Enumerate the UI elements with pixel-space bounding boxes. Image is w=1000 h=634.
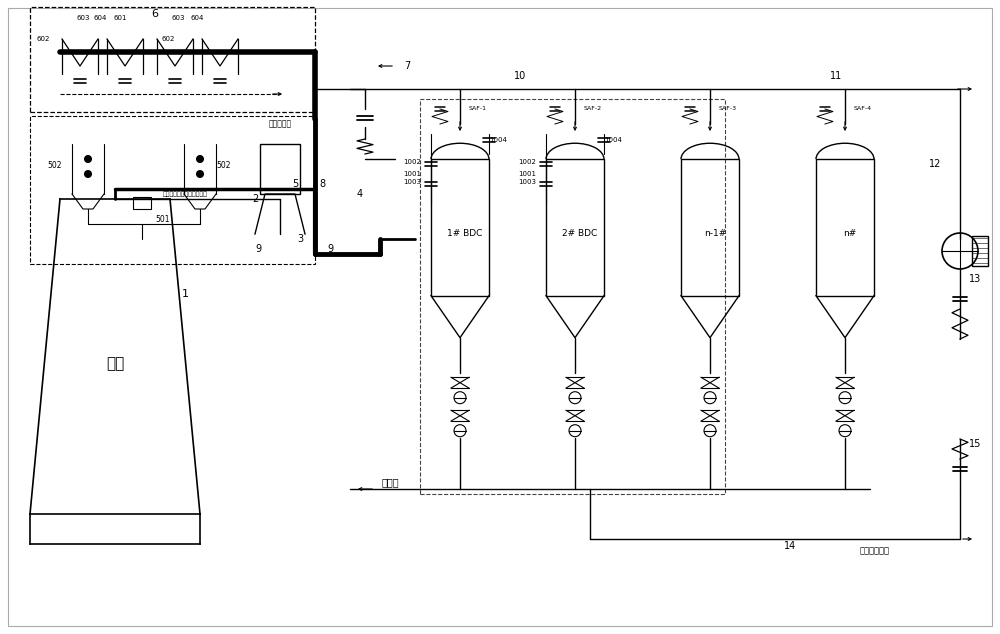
Text: 602: 602 [161, 36, 175, 42]
Text: 2: 2 [252, 194, 258, 204]
Text: 1001: 1001 [518, 171, 536, 177]
Text: 1004: 1004 [489, 137, 507, 143]
Text: 低压煤气管网: 低压煤气管网 [860, 547, 890, 555]
Text: 12: 12 [929, 159, 941, 169]
Text: 502: 502 [48, 162, 62, 171]
Text: 1002: 1002 [518, 159, 536, 165]
Bar [546, 159, 604, 295]
Circle shape [196, 155, 204, 162]
Bar [260, 144, 300, 194]
Text: 1001: 1001 [403, 171, 421, 177]
Text: 重力除尘器: 重力除尘器 [268, 119, 292, 129]
Text: 1003: 1003 [518, 179, 536, 185]
Text: 爐頂料罐煤氣回收管网系统: 爐頂料罐煤氣回收管网系统 [162, 191, 208, 197]
Text: 1003: 1003 [403, 179, 421, 185]
Text: 602: 602 [36, 36, 50, 42]
Bar [431, 159, 489, 295]
Text: 2# BDC: 2# BDC [562, 230, 598, 238]
Text: SAF-2: SAF-2 [584, 107, 602, 112]
Text: 大灰桶: 大灰桶 [381, 477, 399, 487]
Bar [972, 236, 988, 266]
Bar [681, 159, 739, 295]
Text: 9: 9 [255, 244, 261, 254]
Text: 1004: 1004 [604, 137, 622, 143]
Text: SAF-1: SAF-1 [469, 107, 487, 112]
Text: SAF-3: SAF-3 [719, 107, 737, 112]
Text: 603: 603 [76, 15, 90, 21]
Text: SAF-4: SAF-4 [854, 107, 872, 112]
Text: n#: n# [843, 230, 857, 238]
Circle shape [84, 171, 92, 178]
Text: 3: 3 [297, 234, 303, 244]
Text: 11: 11 [830, 71, 842, 81]
Text: 6: 6 [152, 9, 158, 19]
Circle shape [84, 155, 92, 162]
Bar [816, 159, 874, 295]
Bar [30, 7, 315, 112]
Text: 9: 9 [327, 244, 333, 254]
Text: 604: 604 [93, 15, 107, 21]
Bar [420, 99, 725, 494]
Text: 1# BDC: 1# BDC [447, 230, 483, 238]
Text: 5: 5 [292, 179, 298, 189]
Text: 1002: 1002 [403, 159, 421, 165]
Text: 高炉: 高炉 [106, 356, 124, 372]
Text: 1: 1 [182, 289, 188, 299]
Text: 4: 4 [357, 189, 363, 199]
Text: n-1#: n-1# [704, 230, 726, 238]
Text: 8: 8 [319, 179, 325, 189]
Text: 10: 10 [514, 71, 526, 81]
Text: 502: 502 [217, 162, 231, 171]
Text: 501: 501 [156, 214, 170, 224]
Text: 604: 604 [190, 15, 204, 21]
Bar [30, 116, 315, 264]
Text: 15: 15 [969, 439, 981, 449]
Bar [133, 197, 151, 209]
Text: 603: 603 [171, 15, 185, 21]
Circle shape [196, 171, 204, 178]
Text: 601: 601 [113, 15, 127, 21]
Text: 7: 7 [404, 61, 410, 71]
Text: 14: 14 [784, 541, 796, 551]
Text: 13: 13 [969, 274, 981, 284]
